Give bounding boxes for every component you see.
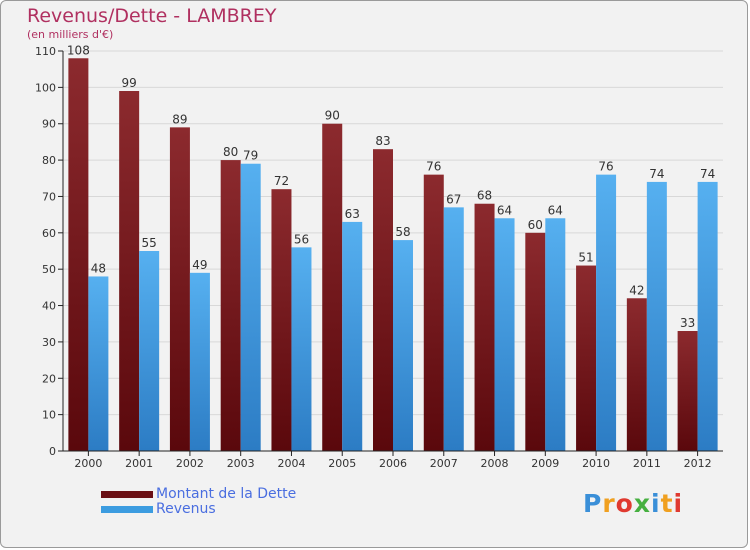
bar-revenus-2006 bbox=[393, 240, 413, 451]
labels: 0 10 20 30 40 50 60 70 80 90 100 110 108 48 2000 99 55 20… bbox=[35, 43, 715, 470]
logo-letter: x bbox=[633, 489, 651, 518]
x-tick-label-2012: 2012 bbox=[684, 457, 712, 470]
x-tick-label-2002: 2002 bbox=[176, 457, 204, 470]
bar-revenus-2008 bbox=[494, 218, 515, 451]
y-tick-label: 90 bbox=[42, 118, 56, 131]
bar-dette-2003 bbox=[220, 160, 241, 451]
bar-dette-2000 bbox=[68, 58, 89, 451]
data-label-revenus-2008: 64 bbox=[497, 203, 512, 217]
y-tick-label: 50 bbox=[42, 263, 56, 276]
data-label-revenus-2005: 63 bbox=[345, 207, 360, 221]
data-label-revenus-2009: 64 bbox=[548, 203, 563, 217]
data-label-dette-2006: 83 bbox=[375, 134, 390, 148]
data-label-dette-2010: 51 bbox=[578, 251, 593, 265]
data-label-revenus-2006: 58 bbox=[395, 225, 410, 239]
data-label-dette-2000: 108 bbox=[67, 43, 90, 57]
logo-letter: i bbox=[651, 489, 661, 518]
bars bbox=[68, 58, 718, 452]
data-label-revenus-2012: 74 bbox=[700, 167, 715, 181]
logo-letter: P bbox=[583, 489, 603, 518]
data-label-dette-2001: 99 bbox=[122, 76, 137, 90]
x-tick-label-2004: 2004 bbox=[277, 457, 305, 470]
bar-dette-2008 bbox=[474, 203, 495, 451]
bar-dette-2011 bbox=[626, 298, 647, 451]
x-tick-label-2010: 2010 bbox=[582, 457, 610, 470]
x-tick-label-2001: 2001 bbox=[125, 457, 153, 470]
bar-revenus-2003 bbox=[240, 163, 261, 451]
x-tick-label-2011: 2011 bbox=[633, 457, 661, 470]
bar-dette-2012 bbox=[677, 331, 698, 451]
bar-dette-2007 bbox=[423, 174, 444, 452]
data-label-revenus-2011: 74 bbox=[649, 167, 664, 181]
data-label-revenus-2000: 48 bbox=[91, 261, 106, 275]
data-label-revenus-2002: 49 bbox=[192, 258, 207, 272]
bar-revenus-2011 bbox=[646, 181, 667, 451]
x-tick-label-2007: 2007 bbox=[430, 457, 458, 470]
bar-dette-2004 bbox=[271, 189, 292, 451]
logo-letter: r bbox=[602, 489, 616, 518]
bar-revenus-2000 bbox=[88, 276, 109, 451]
proxiti-logo: Proxiti bbox=[583, 489, 683, 518]
data-label-revenus-2007: 67 bbox=[446, 192, 461, 206]
bar-revenus-2004 bbox=[291, 247, 312, 451]
chart-subtitle: (en milliers d'€) bbox=[27, 28, 114, 41]
data-label-dette-2007: 76 bbox=[426, 160, 441, 174]
x-tick-label-2000: 2000 bbox=[74, 457, 102, 470]
bar-dette-2001 bbox=[119, 91, 140, 451]
bar-revenus-2010 bbox=[596, 174, 617, 452]
bar-dette-2009 bbox=[525, 232, 546, 451]
data-label-revenus-2004: 56 bbox=[294, 232, 309, 246]
data-label-dette-2011: 42 bbox=[629, 283, 644, 297]
bar-dette-2006 bbox=[373, 149, 393, 451]
axes bbox=[58, 50, 723, 456]
y-tick-label: 70 bbox=[42, 190, 56, 203]
bar-dette-2005 bbox=[322, 123, 343, 452]
legend-item-dette: Montant de la Dette bbox=[101, 487, 296, 502]
y-tick-label: 20 bbox=[42, 372, 56, 385]
bar-revenus-2007 bbox=[443, 207, 464, 451]
data-label-dette-2003: 80 bbox=[223, 145, 238, 159]
x-tick-label-2008: 2008 bbox=[481, 457, 509, 470]
legend-label-dette: Montant de la Dette bbox=[156, 486, 297, 502]
data-label-dette-2002: 89 bbox=[172, 112, 187, 126]
data-label-revenus-2003: 79 bbox=[243, 149, 258, 163]
data-label-dette-2005: 90 bbox=[325, 109, 340, 123]
legend-swatch-dette bbox=[101, 490, 153, 498]
x-tick-label-2009: 2009 bbox=[531, 457, 559, 470]
y-tick-label: 60 bbox=[42, 227, 56, 240]
bar-dette-2002 bbox=[169, 127, 190, 451]
logo-letter: i bbox=[673, 489, 684, 518]
bar-dette-2010 bbox=[576, 265, 597, 451]
data-label-revenus-2001: 55 bbox=[142, 236, 157, 250]
y-tick-label: 110 bbox=[35, 45, 56, 58]
data-label-dette-2004: 72 bbox=[274, 174, 289, 188]
y-tick-label: 30 bbox=[42, 336, 56, 349]
legend-label-revenus: Revenus bbox=[156, 501, 216, 517]
y-tick-label: 100 bbox=[35, 81, 56, 94]
bar-revenus-2002 bbox=[189, 272, 210, 451]
data-label-dette-2008: 68 bbox=[477, 189, 492, 203]
y-tick-label: 0 bbox=[49, 445, 56, 458]
bar-revenus-2012 bbox=[697, 181, 718, 451]
data-label-dette-2009: 60 bbox=[528, 218, 543, 232]
legend-swatch-revenus bbox=[101, 505, 153, 513]
x-tick-label-2006: 2006 bbox=[379, 457, 407, 470]
chart-title: Revenus/Dette - LAMBREY bbox=[27, 5, 277, 27]
x-tick-label-2003: 2003 bbox=[227, 457, 255, 470]
y-tick-label: 80 bbox=[42, 154, 56, 167]
y-tick-label: 40 bbox=[42, 300, 56, 313]
x-tick-label-2005: 2005 bbox=[328, 457, 356, 470]
bar-revenus-2005 bbox=[342, 221, 363, 451]
y-tick-label: 10 bbox=[42, 409, 56, 422]
data-label-revenus-2010: 76 bbox=[598, 160, 613, 174]
legend-item-revenus: Revenus bbox=[101, 502, 296, 517]
logo-letter: o bbox=[615, 489, 634, 518]
bar-revenus-2009 bbox=[545, 218, 566, 451]
bar-revenus-2001 bbox=[139, 251, 160, 451]
legend: Montant de la Dette Revenus bbox=[101, 487, 296, 517]
data-label-dette-2012: 33 bbox=[680, 316, 695, 330]
logo-letter: t bbox=[660, 489, 674, 518]
